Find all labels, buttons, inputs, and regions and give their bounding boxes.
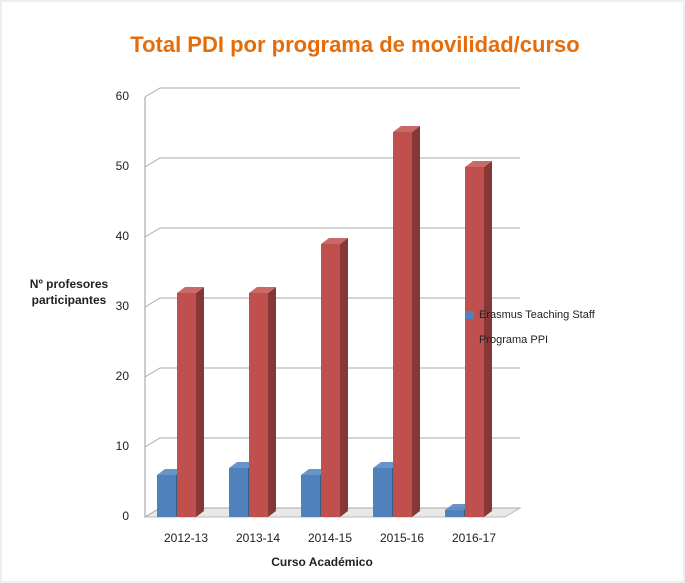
- y-tick-label: 0: [122, 509, 129, 523]
- bar-front: [157, 475, 176, 517]
- bar: [177, 287, 204, 517]
- bar: [393, 126, 420, 517]
- y-tick-label: 50: [116, 159, 130, 173]
- bar-side: [484, 161, 492, 517]
- bar-top: [465, 161, 492, 167]
- x-axis-label: Curso Académico: [271, 555, 373, 569]
- bar-top: [321, 238, 348, 244]
- x-tick-label: 2016-17: [452, 531, 496, 545]
- bar-front: [177, 293, 196, 517]
- y-tick-label: 10: [116, 439, 130, 453]
- bar-front: [321, 244, 340, 517]
- legend-label: Programa PPI: [479, 334, 548, 346]
- bar-side: [268, 287, 276, 517]
- x-tick-label: 2014-15: [308, 531, 352, 545]
- bar-top: [393, 126, 420, 132]
- bar-front: [465, 167, 484, 517]
- y-tick-label: 40: [116, 229, 130, 243]
- bar-top: [177, 287, 204, 293]
- bar-side: [196, 287, 204, 517]
- y-tick-label: 30: [116, 299, 130, 313]
- bar-front: [229, 468, 248, 517]
- bar: [321, 238, 348, 517]
- bar: [465, 161, 492, 517]
- y-tick-label: 20: [116, 369, 130, 383]
- x-tick-label: 2015-16: [380, 531, 424, 545]
- bar-front: [445, 510, 464, 517]
- x-tick-label: 2012-13: [164, 531, 208, 545]
- legend-label: Erasmus Teaching Staff: [479, 309, 596, 321]
- bar-front: [373, 468, 392, 517]
- bar-front: [301, 475, 320, 517]
- bar-front: [393, 132, 412, 517]
- legend-swatch: [466, 336, 474, 344]
- bar-side: [340, 238, 348, 517]
- bar-side: [412, 126, 420, 517]
- y-tick-label: 60: [116, 89, 130, 103]
- bar-front: [249, 293, 268, 517]
- legend-swatch: [466, 311, 474, 319]
- chart-title: Total PDI por programa de movilidad/curs…: [130, 32, 579, 57]
- grid-line: [144, 87, 520, 98]
- y-axis-label: Nº profesores participantes: [29, 277, 109, 307]
- bar: [249, 287, 276, 517]
- bar-top: [249, 287, 276, 293]
- x-tick-label: 2013-14: [236, 531, 280, 545]
